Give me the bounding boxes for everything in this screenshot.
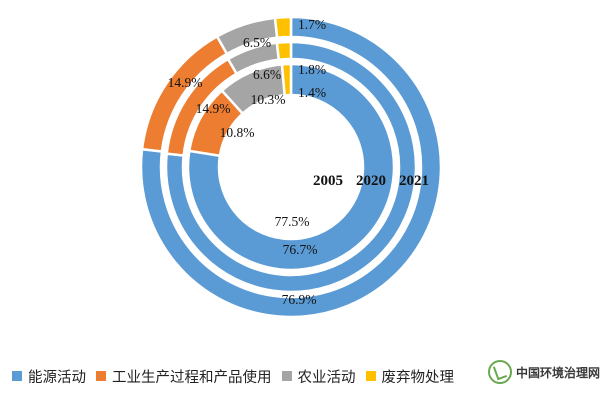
legend-swatch xyxy=(281,371,292,381)
legend-item-waste: 废弃物处理 xyxy=(365,366,455,387)
data-label-2020-industry: 14.9% xyxy=(196,101,231,116)
data-label-2005-waste: 1.4% xyxy=(298,85,326,100)
data-label-2020-energy: 76.7% xyxy=(283,242,318,257)
legend-label: 农业活动 xyxy=(297,369,356,386)
legend-label: 废弃物处理 xyxy=(381,369,455,386)
data-label-2021-industry: 14.9% xyxy=(168,75,203,90)
center-year-2021: 2021 xyxy=(399,173,429,189)
legend-swatch xyxy=(12,371,22,381)
data-label-2021-agriculture: 6.5% xyxy=(243,35,271,50)
watermark: 中国环境治理网 xyxy=(488,360,600,384)
slice-2021-waste xyxy=(273,15,293,40)
slice-2005-energy xyxy=(186,62,396,272)
legend-label: 能源活动 xyxy=(28,369,86,386)
watermark-text: 中国环境治理网 xyxy=(516,365,600,380)
slice-2021-energy xyxy=(139,15,443,319)
data-label-2021-energy: 76.9% xyxy=(282,292,317,307)
legend-item-agriculture: 农业活动 xyxy=(281,366,356,387)
center-year-2020: 2020 xyxy=(356,173,386,189)
data-label-2020-waste: 1.8% xyxy=(298,62,326,77)
data-labels: 77.5% 10.8% 10.3% 1.4% 76.7% 14.9% 6.6% 1.8% 76.… xyxy=(168,17,327,307)
center-year-2005: 2005 xyxy=(313,173,343,189)
legend-swatch xyxy=(365,371,376,381)
data-label-2020-agriculture: 6.6% xyxy=(253,67,281,82)
legend-item-industry: 工业生产过程和产品使用 xyxy=(96,366,272,387)
data-label-2005-energy: 77.5% xyxy=(275,214,310,229)
legend-swatch xyxy=(96,371,106,381)
legend: 能源活动 工业生产过程和产品使用 农业活动 废弃物处理 xyxy=(12,364,592,388)
donut-rings xyxy=(139,15,443,319)
legend-item-energy: 能源活动 xyxy=(12,366,86,387)
data-label-2021-waste: 1.7% xyxy=(298,17,326,32)
leaf-logo-icon xyxy=(488,360,512,384)
slice-2005-waste xyxy=(280,62,293,97)
legend-label: 工业生产过程和产品使用 xyxy=(112,369,272,386)
data-label-2005-agriculture: 10.3% xyxy=(251,92,286,107)
slice-2020-waste xyxy=(275,40,293,62)
data-label-2005-industry: 10.8% xyxy=(220,125,255,140)
